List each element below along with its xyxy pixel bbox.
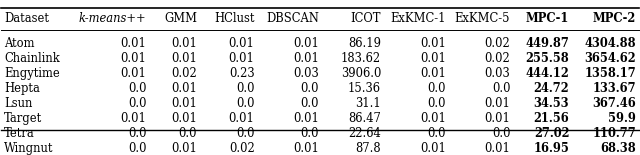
Text: 0.01: 0.01 [171, 142, 197, 155]
Text: MPC-2: MPC-2 [593, 12, 636, 25]
Text: 0.01: 0.01 [171, 97, 197, 110]
Text: 0.01: 0.01 [420, 37, 445, 50]
Text: 87.8: 87.8 [355, 142, 381, 155]
Text: 0.01: 0.01 [171, 82, 197, 95]
Text: 0.01: 0.01 [171, 112, 197, 125]
Text: 4304.88: 4304.88 [584, 37, 636, 50]
Text: 0.0: 0.0 [301, 127, 319, 140]
Text: 133.67: 133.67 [593, 82, 636, 95]
Text: 0.0: 0.0 [427, 82, 445, 95]
Text: 1358.17: 1358.17 [584, 67, 636, 80]
Text: 0.01: 0.01 [171, 52, 197, 65]
Text: 0.0: 0.0 [492, 127, 510, 140]
Text: 15.36: 15.36 [348, 82, 381, 95]
Text: 0.0: 0.0 [236, 97, 255, 110]
Text: k-means++: k-means++ [79, 12, 147, 25]
Text: DBSCAN: DBSCAN [266, 12, 319, 25]
Text: 0.0: 0.0 [301, 82, 319, 95]
Text: 0.02: 0.02 [172, 67, 197, 80]
Text: 59.9: 59.9 [608, 112, 636, 125]
Text: 183.62: 183.62 [341, 52, 381, 65]
Text: 367.46: 367.46 [592, 97, 636, 110]
Text: 0.0: 0.0 [492, 82, 510, 95]
Text: 0.0: 0.0 [427, 97, 445, 110]
Text: Lsun: Lsun [4, 97, 32, 110]
Text: 27.02: 27.02 [534, 127, 570, 140]
Text: 0.0: 0.0 [236, 82, 255, 95]
Text: 0.01: 0.01 [228, 37, 255, 50]
Text: Tetra: Tetra [4, 127, 35, 140]
Text: HClust: HClust [214, 12, 255, 25]
Text: 0.03: 0.03 [294, 67, 319, 80]
Text: 21.56: 21.56 [534, 112, 570, 125]
Text: 22.64: 22.64 [348, 127, 381, 140]
Text: 0.0: 0.0 [427, 127, 445, 140]
Text: 31.1: 31.1 [355, 97, 381, 110]
Text: MPC-1: MPC-1 [526, 12, 570, 25]
Text: Target: Target [4, 112, 42, 125]
Text: Dataset: Dataset [4, 12, 49, 25]
Text: Engytime: Engytime [4, 67, 60, 80]
Text: 0.01: 0.01 [171, 37, 197, 50]
Text: 24.72: 24.72 [534, 82, 570, 95]
Text: 0.01: 0.01 [420, 112, 445, 125]
Text: ExKMC-5: ExKMC-5 [455, 12, 510, 25]
Text: 0.01: 0.01 [293, 142, 319, 155]
Text: 16.95: 16.95 [534, 142, 570, 155]
Text: 255.58: 255.58 [525, 52, 570, 65]
Text: 0.01: 0.01 [293, 52, 319, 65]
Text: 0.01: 0.01 [293, 112, 319, 125]
Text: Atom: Atom [4, 37, 35, 50]
Text: 0.0: 0.0 [128, 127, 147, 140]
Text: Wingnut: Wingnut [4, 142, 53, 155]
Text: Hepta: Hepta [4, 82, 40, 95]
Text: 0.01: 0.01 [293, 37, 319, 50]
Text: 3906.0: 3906.0 [340, 67, 381, 80]
Text: 0.01: 0.01 [228, 52, 255, 65]
Text: 0.01: 0.01 [420, 67, 445, 80]
Text: 0.23: 0.23 [229, 67, 255, 80]
Text: 0.02: 0.02 [484, 37, 510, 50]
Text: Chainlink: Chainlink [4, 52, 60, 65]
Text: 0.02: 0.02 [484, 52, 510, 65]
Text: GMM: GMM [164, 12, 197, 25]
Text: 0.01: 0.01 [484, 112, 510, 125]
Text: 0.01: 0.01 [484, 97, 510, 110]
Text: 0.0: 0.0 [128, 97, 147, 110]
Text: 0.01: 0.01 [420, 52, 445, 65]
Text: 0.0: 0.0 [301, 97, 319, 110]
Text: 0.03: 0.03 [484, 67, 510, 80]
Text: 0.01: 0.01 [484, 142, 510, 155]
Text: 444.12: 444.12 [525, 67, 570, 80]
Text: 0.0: 0.0 [236, 127, 255, 140]
Text: 0.02: 0.02 [229, 142, 255, 155]
Text: 0.0: 0.0 [128, 142, 147, 155]
Text: ExKMC-1: ExKMC-1 [390, 12, 445, 25]
Text: 0.01: 0.01 [120, 67, 147, 80]
Text: 86.47: 86.47 [348, 112, 381, 125]
Text: 68.38: 68.38 [600, 142, 636, 155]
Text: 86.19: 86.19 [348, 37, 381, 50]
Text: 0.0: 0.0 [128, 82, 147, 95]
Text: 0.01: 0.01 [120, 52, 147, 65]
Text: 0.01: 0.01 [120, 37, 147, 50]
Text: 0.01: 0.01 [228, 112, 255, 125]
Text: 0.0: 0.0 [179, 127, 197, 140]
Text: 0.01: 0.01 [420, 142, 445, 155]
Text: ICOT: ICOT [351, 12, 381, 25]
Text: 3654.62: 3654.62 [584, 52, 636, 65]
Text: 449.87: 449.87 [525, 37, 570, 50]
Text: 110.77: 110.77 [592, 127, 636, 140]
Text: 34.53: 34.53 [534, 97, 570, 110]
Text: 0.01: 0.01 [120, 112, 147, 125]
